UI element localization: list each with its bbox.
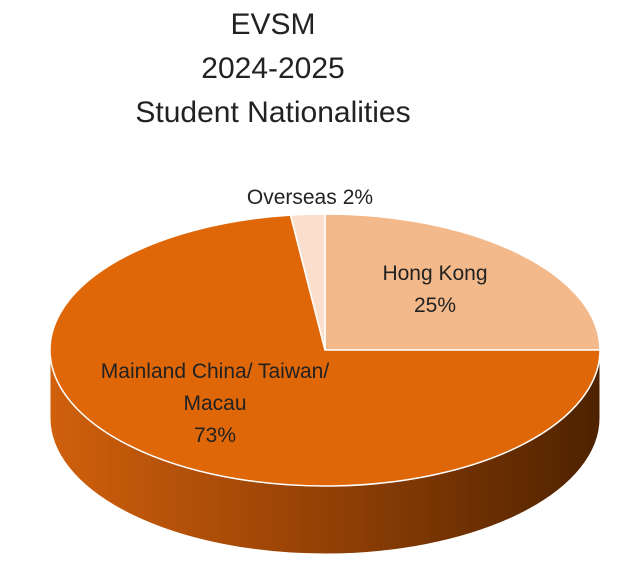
label-value: 25% bbox=[413, 294, 457, 317]
pie-slice bbox=[324, 213, 601, 351]
chart-title: EVSM bbox=[230, 8, 316, 41]
data-label: Mainland China/ Taiwan/ Macau 73% bbox=[80, 356, 350, 452]
chart-title: 2024-2025 bbox=[201, 52, 345, 85]
label-category: Overseas bbox=[246, 186, 337, 209]
chart-title: Student Nationalities bbox=[135, 96, 411, 129]
data-label: Overseas 2% bbox=[200, 182, 420, 214]
data-label: Hong Kong 25% bbox=[345, 258, 525, 322]
label-value: 73% bbox=[193, 424, 237, 447]
label-category: Hong Kong bbox=[382, 262, 488, 285]
pie-slice bbox=[49, 214, 601, 487]
label-category: Mainland China/ Taiwan/ Macau bbox=[100, 360, 330, 415]
pie-slice bbox=[289, 213, 326, 351]
label-value: 2% bbox=[342, 186, 374, 209]
